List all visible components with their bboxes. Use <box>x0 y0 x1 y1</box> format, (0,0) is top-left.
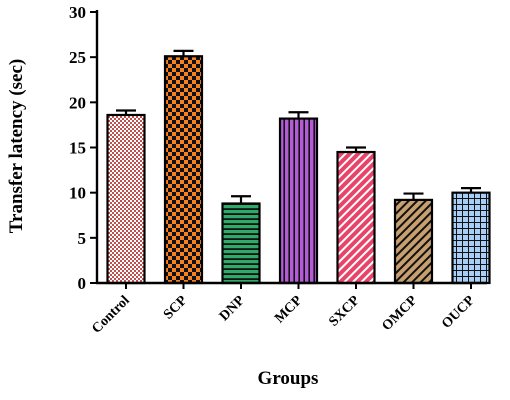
y-tick-label-10: 10 <box>69 184 86 203</box>
x-tick-label-omcp: OMCP <box>379 293 420 334</box>
bar-dnp <box>221 202 261 285</box>
error-bar-oucp <box>461 187 481 193</box>
y-tick-label-15: 15 <box>69 139 86 158</box>
x-tick-label-sxcp: SXCP <box>326 293 363 330</box>
error-bar-dnp <box>231 195 251 204</box>
bar-omcp <box>393 198 434 285</box>
y-axis-label: Transfer latency (sec) <box>6 59 27 233</box>
y-tick-label-30: 30 <box>69 3 86 22</box>
x-tick-label-control: Control <box>89 293 133 337</box>
y-tick-label-5: 5 <box>78 229 87 248</box>
error-bar-mcp <box>288 111 309 119</box>
y-tick-label-20: 20 <box>69 93 86 112</box>
error-bar-omcp <box>403 192 424 200</box>
bar-control <box>106 113 146 285</box>
bar-mcp <box>278 117 319 285</box>
bars-layer <box>106 49 491 285</box>
bar-oucp <box>451 191 491 285</box>
x-tick-label-oucp: OUCP <box>439 293 478 332</box>
error-bar-scp <box>173 49 194 57</box>
error-bar-control <box>116 109 136 115</box>
x-tick-label-dnp: DNP <box>217 293 248 324</box>
error-bar-sxcp <box>346 146 366 153</box>
x-axis-label: Groups <box>258 368 319 389</box>
bar-scp <box>163 55 204 285</box>
y-tick-label-0: 0 <box>78 274 87 293</box>
x-tick-label-mcp: MCP <box>272 293 305 326</box>
bar-sxcp <box>336 150 376 285</box>
y-tick-label-25: 25 <box>69 48 86 67</box>
x-tick-label-scp: SCP <box>161 293 191 323</box>
